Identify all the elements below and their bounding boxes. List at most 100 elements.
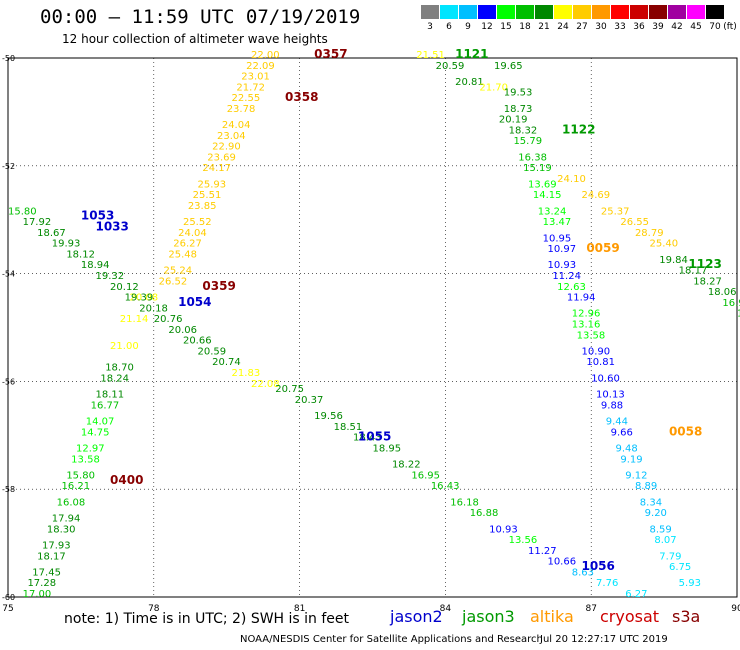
swh-value: 25.51: [193, 190, 222, 201]
x-tick-label: 75: [2, 604, 13, 614]
plot-frame: [7, 57, 738, 598]
color-scale-label: 42: [671, 22, 683, 32]
swh-value: 23.78: [227, 104, 256, 115]
pass-time-label: 1054: [178, 295, 211, 309]
color-scale-swatch: [440, 5, 458, 19]
swh-value: 10.13: [596, 390, 625, 401]
color-scale-label: 27: [576, 22, 588, 32]
swh-value: 18.70: [105, 363, 134, 374]
swh-value: 13.56: [509, 535, 538, 546]
color-scale-swatch: [421, 5, 439, 19]
swh-value: 18.17: [37, 551, 66, 562]
swh-value: 20.74: [212, 357, 241, 368]
color-scale-swatch: [630, 5, 648, 19]
swh-value: 19.39: [125, 293, 154, 304]
swh-value: 16.21: [61, 481, 90, 492]
swh-value: 19.53: [504, 88, 533, 99]
swh-value: 15.19: [523, 163, 552, 174]
swh-value: 25.40: [650, 239, 679, 250]
color-scale-label: 6: [446, 22, 452, 32]
swh-value: 25.93: [198, 179, 227, 190]
swh-value: 6.27: [625, 589, 647, 600]
swh-value: 20.06: [168, 325, 197, 336]
swh-value: 13.69: [528, 179, 557, 190]
swh-value: 16.97: [722, 298, 740, 309]
swh-value: 12.97: [76, 443, 105, 454]
color-scale-swatch: [687, 5, 705, 19]
swh-value: 14.07: [86, 417, 115, 428]
satellite-legend-cryosat: cryosat: [600, 607, 660, 626]
color-scale-label: 3: [427, 22, 433, 32]
pass-time-label: 0359: [202, 279, 235, 293]
swh-value: 18.30: [47, 524, 76, 535]
swh-value: 18.24: [100, 373, 129, 384]
swh-value: 16.77: [91, 400, 120, 411]
swh-value: 10.97: [547, 244, 576, 255]
swh-value: 13.47: [543, 217, 572, 228]
swh-value: 10.81: [586, 357, 615, 368]
swh-value: 12.63: [557, 282, 586, 293]
color-scale-swatch: [478, 5, 496, 19]
pass-time-label: 1033: [95, 219, 128, 233]
swh-value: 9.88: [601, 400, 623, 411]
swh-value: 9.48: [616, 443, 638, 454]
chart-subtitle: 12 hour collection of altimeter wave hei…: [62, 32, 328, 46]
swh-value: 13.58: [71, 454, 100, 465]
swh-value: 19.32: [95, 271, 124, 282]
color-scale-swatch: [554, 5, 572, 19]
pass-time-label: 0357: [314, 47, 347, 61]
swh-value: 22.00: [251, 50, 280, 61]
swh-value: 11.94: [567, 293, 596, 304]
color-scale-label: 9: [465, 22, 471, 32]
satellite-legend-jason3: jason3: [462, 607, 515, 626]
swh-value: 21.83: [232, 368, 261, 379]
color-scale-label: 70: [709, 22, 721, 32]
pass-time-label: 1056: [581, 559, 614, 573]
swh-value: 8.63: [572, 567, 594, 578]
swh-value: 18.95: [373, 443, 402, 454]
chart-title: 00:00 – 11:59 UTC 07/19/2019: [40, 6, 361, 28]
swh-value: 18.17: [679, 266, 708, 277]
swh-value: 18.43: [353, 433, 382, 444]
swh-value: 6.75: [669, 562, 691, 573]
color-scale-label: 18: [519, 22, 531, 32]
color-scale-label: 12: [481, 22, 493, 32]
color-scale-swatch: [573, 5, 591, 19]
swh-value: 15.94: [737, 309, 740, 320]
swh-value: 26.27: [173, 239, 202, 250]
swh-value: 21.00: [110, 341, 139, 352]
color-scale-swatch: [706, 5, 724, 19]
swh-value: 13.58: [577, 330, 606, 341]
color-scale-unit: (ft): [723, 22, 737, 32]
swh-value: 24.17: [202, 163, 231, 174]
swh-value: 21.14: [120, 314, 149, 325]
swh-value: 10.93: [547, 260, 576, 271]
y-tick-label: -56: [2, 377, 15, 386]
swh-value: 16.08: [57, 497, 86, 508]
color-scale-label: 21: [538, 22, 550, 32]
color-scale-swatch: [535, 5, 553, 19]
swh-value: 22.08: [251, 379, 280, 390]
swh-value: 7.76: [596, 578, 618, 589]
swh-value: 14.75: [81, 427, 110, 438]
swh-value: 10.93: [489, 524, 518, 535]
pass-time-label: 1053: [81, 209, 114, 223]
x-tick-label: 90: [731, 604, 740, 614]
swh-value: 17.92: [23, 217, 52, 228]
color-scale-label: 30: [595, 22, 607, 32]
footer-timestamp: Jul 20 12:27:17 UTC 2019: [540, 634, 668, 645]
swh-value: 16.18: [450, 497, 479, 508]
swh-value: 18.67: [37, 228, 66, 239]
swh-value: 18.94: [81, 260, 110, 271]
swh-value: 17.94: [52, 514, 81, 525]
satellite-legend-altika: altika: [530, 607, 574, 626]
pass-time-label: 1121: [455, 47, 488, 61]
swh-value: 21.70: [479, 82, 508, 93]
swh-value: 26.52: [159, 276, 188, 287]
swh-value: 18.11: [95, 390, 124, 401]
swh-value: 10.95: [543, 233, 572, 244]
footer-credit: NOAA/NESDIS Center for Satellite Applica…: [240, 634, 543, 645]
y-tick-label: -54: [2, 270, 15, 279]
swh-value: 18.22: [392, 460, 421, 471]
